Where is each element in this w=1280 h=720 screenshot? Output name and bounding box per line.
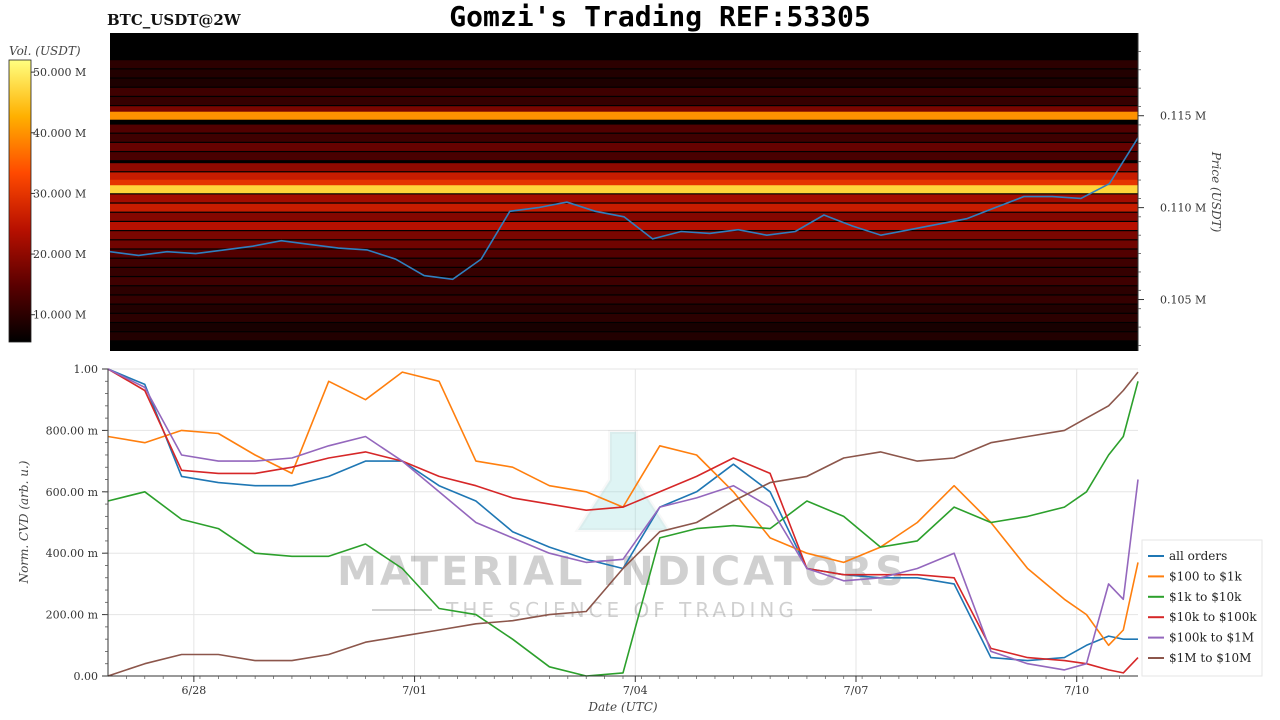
cvd-axes: 0.00 200.00 m 400.00 m 600.00 m 800.00 m 1.00… [46,363,1138,697]
heatmap-level-row [110,267,1138,276]
heatmap-level-row [110,179,1138,188]
heatmap-level-row [110,60,1138,69]
price-axis-label: Price (USDT) [1209,151,1223,233]
y-axis-label: Norm. CVD (arb. u.) [17,460,31,584]
legend-entry: all orders [1169,549,1227,563]
heatmap-level-row [110,304,1138,313]
price-line [109,137,1139,281]
y-tick-label: 400.00 m [46,547,99,560]
legend-box [1141,539,1263,677]
symbol-label: BTC_USDT@2W [107,11,242,29]
heatmap-level-row [110,111,1138,120]
price-tick-label: 0.115 M [1160,110,1206,123]
y-tick-label: 800.00 m [46,424,99,437]
x-tick-label: 7/04 [623,684,648,697]
watermark-brand: MATERIAL INDICATORS [337,549,907,595]
cvd-panel: MATERIAL INDICATORS THE SCIENCE OF TRADI… [17,363,1139,714]
heatmap-level-row [110,249,1138,258]
y-tick-label: 600.00 m [46,486,99,499]
heatmap-level-row [110,185,1138,194]
heatmap-level-row [110,106,1138,115]
y-tick-label: 200.00 m [46,609,99,622]
colorbar-tick-label: 40.000 M [33,127,86,140]
price-tick-label: 0.110 M [1160,202,1206,215]
legend: all orders $100 to $1k $1k to $10k $10k to … [1141,539,1263,677]
legend-entry: $1k to $10k [1169,590,1242,604]
x-tick-label: 7/01 [402,684,427,697]
heatmap-level-row [110,97,1138,106]
legend-entry: $1M to $10M [1169,651,1251,665]
colorbar-gradient [8,59,32,343]
heatmap-level-row [110,78,1138,87]
heatmap-level-row [110,286,1138,295]
colorbar-tick-label: 30.000 M [33,187,86,200]
heatmap-level-row [110,258,1138,267]
watermark-tagline: THE SCIENCE OF TRADING [445,598,798,622]
colorbar: 10.000 M 20.000 M 30.000 M 40.000 M 50.000 M… [8,44,86,343]
heatmap-level-row [110,124,1138,133]
heatmap-level-row [110,231,1138,240]
legend-entry: $10k to $100k [1169,610,1257,624]
colorbar-ticks: 10.000 M 20.000 M 30.000 M 40.000 M 50.000 M [31,66,86,322]
heatmap-level-row [110,133,1138,142]
x-axis-label: Date (UTC) [587,700,657,714]
heatmap-level-row [110,295,1138,304]
y-tick-label: 0.00 [74,670,99,683]
colorbar-label: Vol. (USDT) [9,44,81,58]
y-tick-label: 1.00 [74,363,99,376]
heatmap-level-row [110,142,1138,151]
heatmap-level-row [110,172,1138,181]
heatmap-level-row [110,194,1138,203]
cvd-series-line [107,371,1139,647]
heatmap-level-row [110,69,1138,78]
heatmap-level-row [110,87,1138,96]
x-tick-label: 7/07 [844,684,869,697]
colorbar-tick-label: 10.000 M [33,309,86,322]
heatmap-level-row [110,313,1138,322]
heatmap-level-row [110,163,1138,172]
x-tick-label: 6/28 [182,684,207,697]
heatmap-level-row [110,222,1138,231]
heatmap-level-row [110,277,1138,286]
heatmap-level-row [110,240,1138,249]
colorbar-tick-label: 20.000 M [33,248,86,261]
colorbar-tick-label: 50.000 M [33,66,86,79]
heatmap-level-row [110,152,1138,161]
heatmap-panel: 0.105 M 0.110 M 0.115 M Price (USDT) [109,33,1223,351]
chart-title: Gomzi's Trading REF:53305 [449,0,870,33]
cvd-series-line [107,381,1139,677]
legend-entry: $100k to $1M [1169,631,1254,645]
cvd-series-line [107,368,1139,674]
x-tick-label: 7/10 [1064,684,1089,697]
heatmap-level-row [110,332,1138,341]
price-tick-label: 0.105 M [1160,294,1206,307]
price-axis: 0.105 M 0.110 M 0.115 M [1137,33,1206,351]
flask-icon [578,432,668,530]
cvd-series-lines [107,368,1139,677]
heatmap-levels [110,60,1138,341]
cvd-series-line [107,371,1139,677]
heatmap-level-row [110,323,1138,332]
heatmap-level-row [110,203,1138,212]
cvd-series-line [107,368,1139,671]
legend-entry: $100 to $1k [1169,569,1242,583]
cvd-plot-area [108,369,1138,676]
